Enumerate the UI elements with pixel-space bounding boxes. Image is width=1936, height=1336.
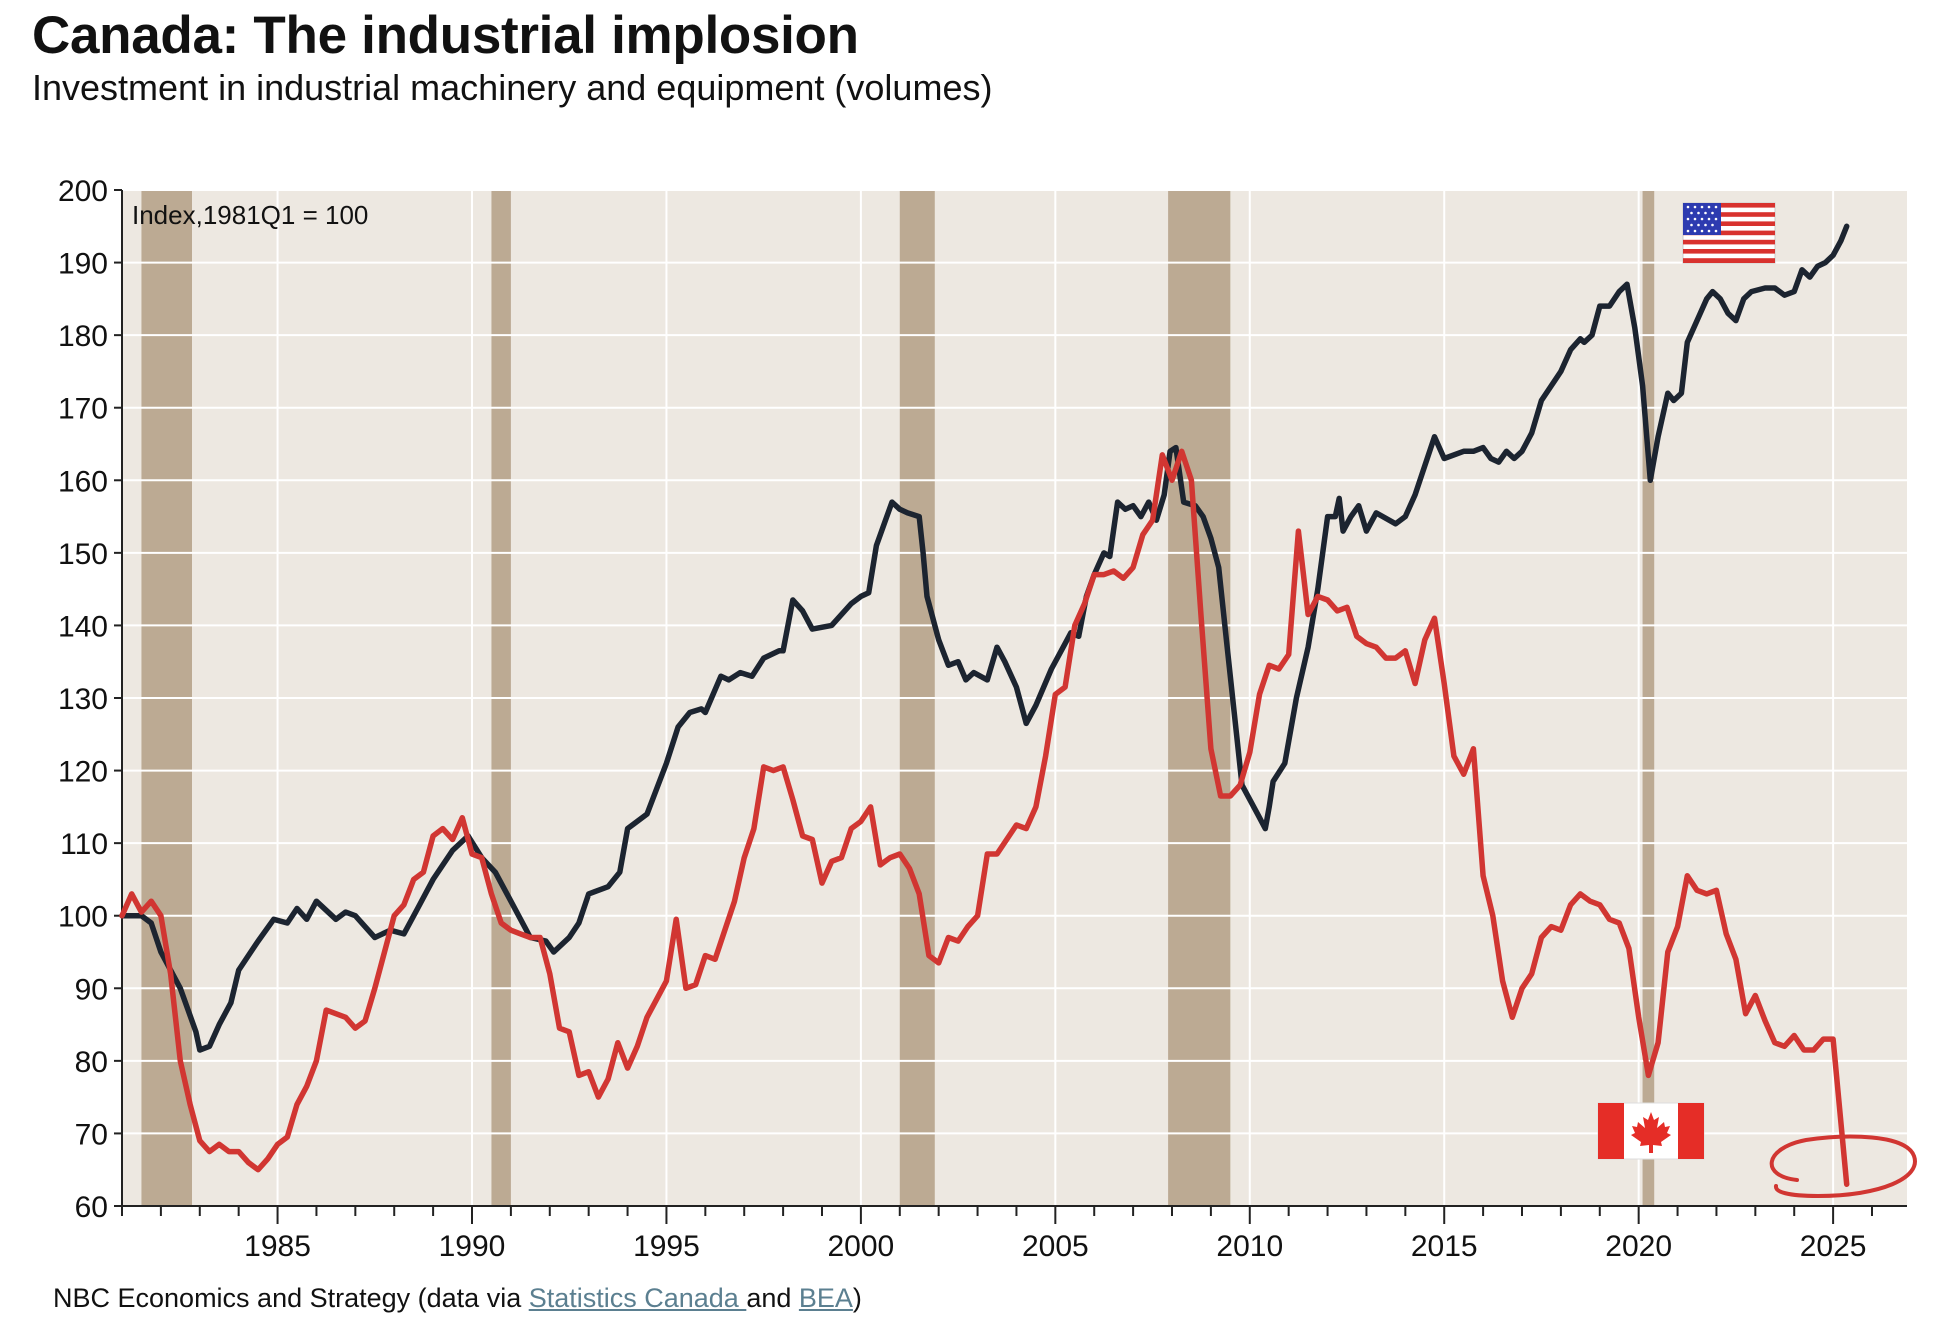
usa-series-line — [119, 223, 1850, 1053]
axes: 60 70 80 90 100 110 120 130 140 150 160 170 180 190 20… — [58, 175, 1907, 1263]
x-tick-label: 2020 — [1605, 1230, 1672, 1263]
x-tick-label: 2025 — [1800, 1230, 1867, 1263]
canada-flag-icon — [1597, 1102, 1705, 1160]
chart-subtitle: Investment in industrial machinery and e… — [32, 67, 993, 108]
y-tick-label: 60 — [75, 1191, 108, 1224]
y-tick-label: 170 — [58, 393, 108, 426]
us-flag-icon — [1682, 202, 1776, 264]
x-tick-label: 2005 — [1022, 1230, 1089, 1263]
series-lines — [119, 223, 1850, 1187]
source-middle: and — [746, 1283, 799, 1313]
y-tick-label: 160 — [58, 465, 108, 498]
source-note: NBC Economics and Strategy (data via Sta… — [53, 1282, 862, 1314]
x-tick-label: 1995 — [633, 1230, 700, 1263]
index-note: Index,1981Q1 = 100 — [132, 200, 368, 230]
y-tick-label: 100 — [58, 901, 108, 934]
y-tick-label: 140 — [58, 610, 108, 643]
statistics-canada-link[interactable]: Statistics Canada — [528, 1283, 747, 1313]
y-tick-label: 180 — [58, 320, 108, 353]
canada-series-line — [119, 448, 1850, 1187]
source-prefix: NBC Economics and Strategy (data via — [53, 1283, 529, 1313]
gridlines — [122, 189, 1907, 1206]
source-suffix: ) — [852, 1283, 862, 1313]
y-tick-label: 80 — [75, 1046, 108, 1079]
annotation-circle — [1769, 1134, 1917, 1199]
y-tick-label: 130 — [58, 683, 108, 716]
y-tick-label: 200 — [58, 175, 108, 208]
x-tick-label: 1990 — [439, 1230, 506, 1263]
y-tick-label: 90 — [75, 973, 108, 1006]
y-tick-label: 110 — [60, 828, 108, 861]
x-tick-label: 2015 — [1411, 1230, 1478, 1263]
bea-link[interactable]: BEA — [798, 1283, 853, 1313]
x-tick-label: 2010 — [1216, 1230, 1283, 1263]
y-tick-label: 70 — [75, 1118, 108, 1151]
x-tick-label: 2000 — [828, 1230, 895, 1263]
chart-title: Canada: The industrial implosion — [32, 6, 859, 65]
x-tick-label: 1985 — [244, 1230, 311, 1263]
y-tick-label: 150 — [58, 538, 108, 571]
y-tick-label: 120 — [58, 756, 108, 789]
y-tick-label: 190 — [58, 248, 108, 281]
